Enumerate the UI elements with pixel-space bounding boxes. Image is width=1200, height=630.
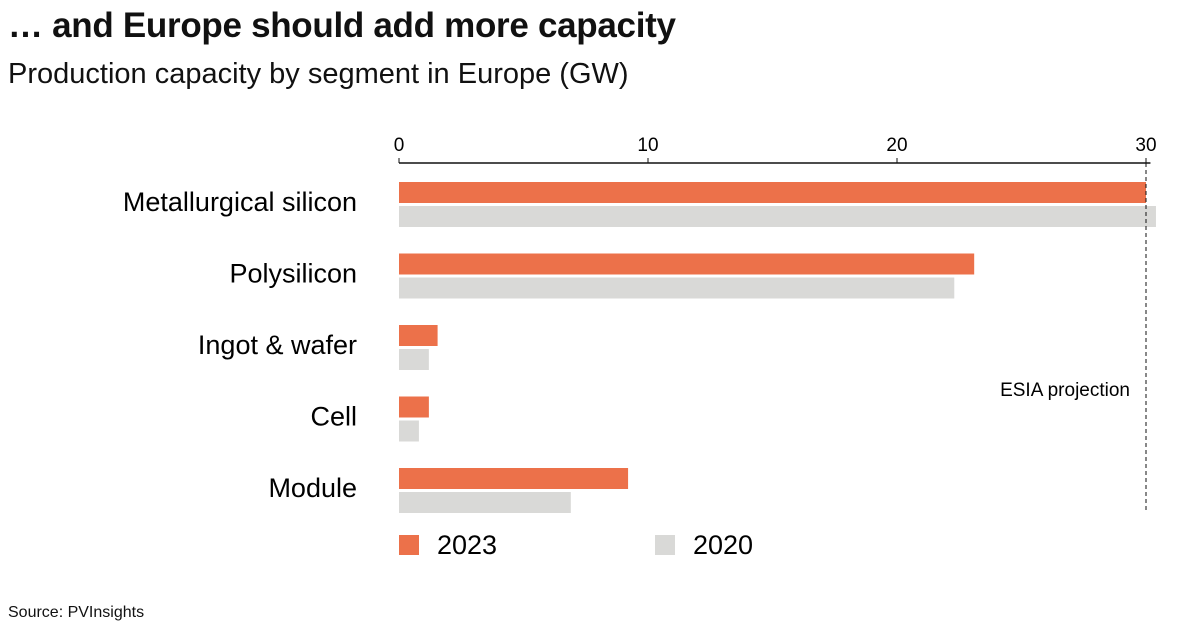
bar-2020 [399, 420, 419, 442]
bar-2020 [399, 277, 955, 299]
bar-2020 [399, 492, 571, 513]
category-label: Cell [310, 402, 357, 432]
bar-2023 [399, 396, 429, 418]
chart-title: … and Europe should add more capacity [8, 6, 676, 45]
category-label: Module [268, 473, 357, 503]
category-label: Ingot & wafer [198, 330, 357, 360]
legend-swatch-2023 [399, 535, 419, 555]
bar-2023 [399, 468, 629, 489]
legend-label: 2023 [437, 530, 497, 560]
source-note: Source: PVInsights [8, 604, 145, 621]
legend-swatch-2020 [655, 535, 675, 555]
bar-2020 [399, 349, 429, 370]
x-tick-label: 20 [886, 135, 907, 156]
category-label: Polysilicon [229, 259, 357, 289]
reference-label: ESIA projection [1000, 380, 1130, 401]
category-label: Metallurgical silicon [123, 187, 357, 217]
bar-2020 [399, 206, 1156, 227]
bar-2023 [399, 325, 438, 346]
legend-label: 2020 [693, 530, 753, 560]
x-tick-label: 10 [637, 135, 658, 156]
x-tick-label: 0 [394, 135, 405, 156]
x-tick-label: 30 [1135, 135, 1156, 156]
bar-2023 [399, 182, 1146, 203]
bar-2023 [399, 253, 975, 275]
chart-subtitle: Production capacity by segment in Europe… [8, 58, 629, 90]
